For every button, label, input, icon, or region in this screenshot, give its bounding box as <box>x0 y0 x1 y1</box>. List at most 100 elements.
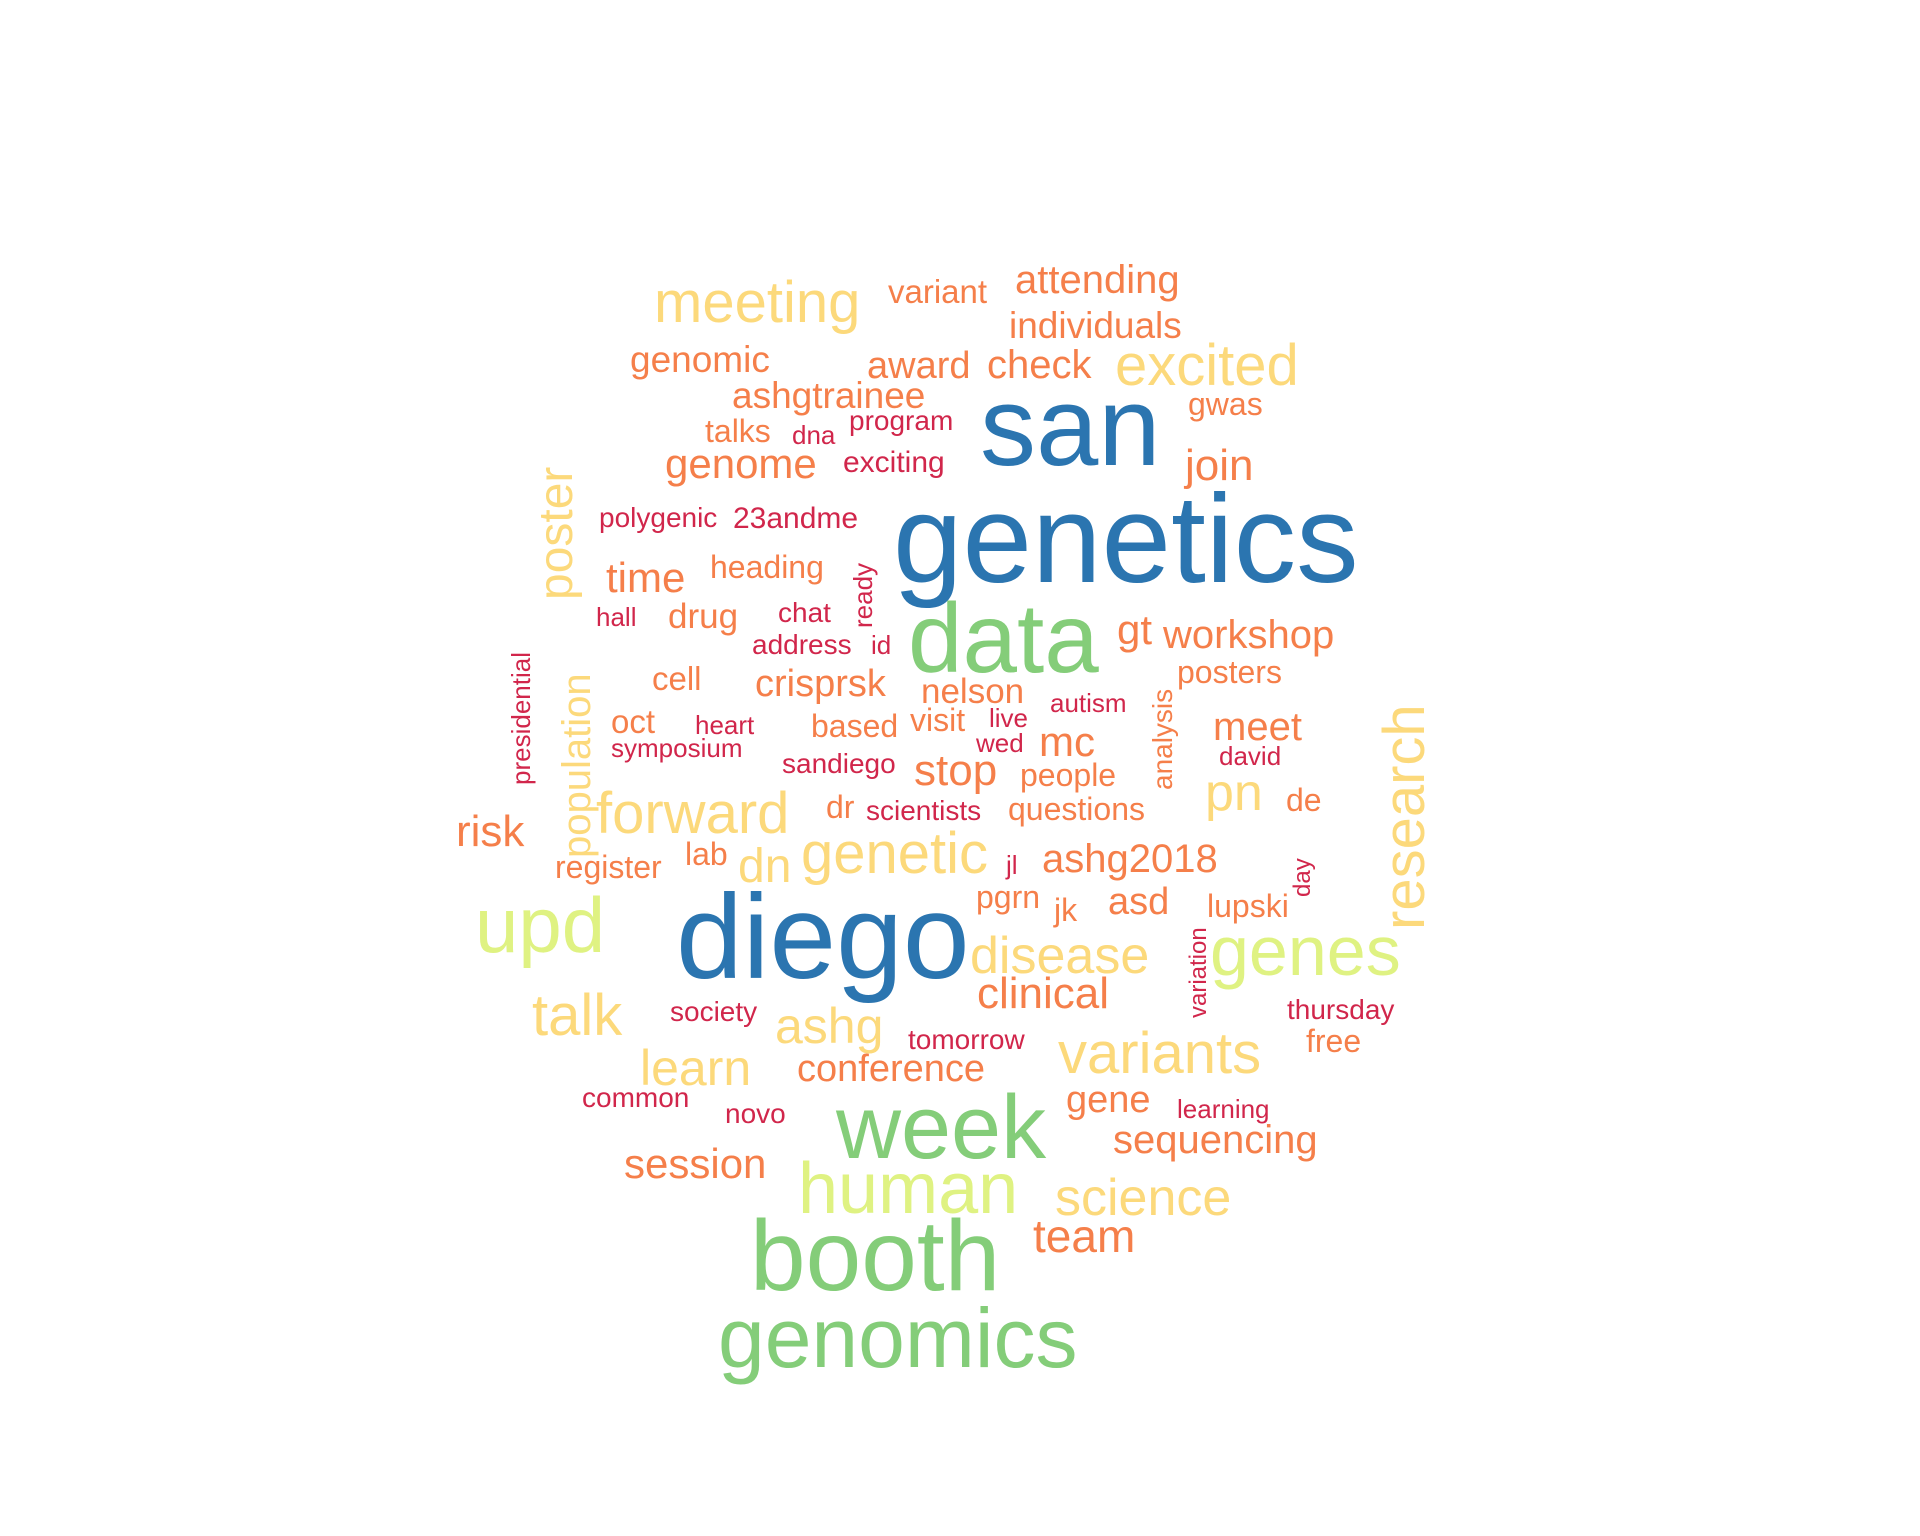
word-genomic: genomic <box>630 339 770 380</box>
word-tomorrow: tomorrow <box>908 1024 1025 1055</box>
word-variation: variation <box>1185 927 1212 1018</box>
word-workshop: workshop <box>1162 613 1334 657</box>
word-common: common <box>582 1082 689 1113</box>
word-gt: gt <box>1117 606 1152 653</box>
word-poster: poster <box>530 467 583 600</box>
word-dr: dr <box>826 789 855 825</box>
word-23andme: 23andme <box>733 502 858 535</box>
word-crisprsk: crisprsk <box>755 663 887 705</box>
word-stop: stop <box>914 746 997 795</box>
word-address: address <box>752 629 852 660</box>
word-science: science <box>1055 1169 1231 1227</box>
word-excited: excited <box>1115 333 1299 398</box>
word-booth: booth <box>750 1200 1000 1312</box>
word-research: research <box>1372 704 1437 930</box>
word-san: san <box>980 364 1161 489</box>
word-exciting: exciting <box>843 446 945 479</box>
word-human: human <box>798 1149 1018 1229</box>
word-gwas: gwas <box>1188 386 1263 422</box>
word-individuals: individuals <box>1009 305 1182 346</box>
word-team: team <box>1033 1210 1135 1262</box>
word-symposium: symposium <box>611 733 742 763</box>
word-dn: dn <box>738 840 791 893</box>
word-ashg2018: ashg2018 <box>1042 837 1218 881</box>
word-genome: genome <box>665 440 817 487</box>
word-risk: risk <box>456 807 525 856</box>
word-ashg: ashg <box>775 998 883 1054</box>
word-genetics: genetics <box>893 470 1359 609</box>
word-variants: variants <box>1058 1021 1261 1086</box>
word-sandiego: sandiego <box>782 748 896 779</box>
word-ashgtrainee: ashgtrainee <box>732 375 925 416</box>
word-data: data <box>908 583 1099 693</box>
word-learn: learn <box>640 1040 751 1096</box>
word-analysis: analysis <box>1147 689 1178 790</box>
word-heading: heading <box>710 549 824 585</box>
word-time: time <box>606 554 685 601</box>
word-asd: asd <box>1108 881 1169 923</box>
word-program: program <box>849 405 953 436</box>
word-lupski: lupski <box>1207 888 1289 924</box>
word-id: id <box>871 630 891 660</box>
word-hall: hall <box>596 602 636 632</box>
word-register: register <box>555 849 662 885</box>
word-live: live <box>989 703 1028 733</box>
word-week: week <box>835 1078 1047 1178</box>
word-posters: posters <box>1177 654 1282 690</box>
word-autism: autism <box>1050 688 1127 718</box>
word-diego: diego <box>676 870 970 1004</box>
word-presidential: presidential <box>506 652 536 785</box>
word-session: session <box>624 1140 766 1187</box>
word-variant: variant <box>888 273 987 310</box>
word-award: award <box>867 345 971 387</box>
word-genes: genes <box>1210 912 1401 990</box>
word-cell: cell <box>652 660 702 697</box>
word-population: population <box>555 673 599 858</box>
word-scientists: scientists <box>866 795 981 826</box>
word-polygenic: polygenic <box>599 502 717 533</box>
word-nelson: nelson <box>921 672 1024 711</box>
word-drug: drug <box>668 597 738 636</box>
word-jk: jk <box>1053 892 1078 928</box>
word-visit: visit <box>910 702 965 738</box>
word-join: join <box>1183 441 1254 490</box>
word-meeting: meeting <box>654 270 860 335</box>
word-genomics: genomics <box>718 1291 1078 1385</box>
word-upd: upd <box>475 881 605 969</box>
word-thursday: thursday <box>1287 994 1394 1025</box>
word-people: people <box>1020 757 1116 793</box>
word-pgrn: pgrn <box>976 879 1040 915</box>
word-dna: dna <box>792 420 836 450</box>
word-day: day <box>1289 858 1316 897</box>
word-chat: chat <box>778 597 831 628</box>
word-jl: jl <box>1005 850 1018 880</box>
word-pn: pn <box>1205 764 1263 822</box>
word-ready: ready <box>848 563 878 628</box>
word-lab: lab <box>685 836 728 872</box>
word-free: free <box>1306 1023 1361 1059</box>
word-oct: oct <box>611 703 655 740</box>
word-based: based <box>811 708 898 744</box>
word-heart: heart <box>695 710 755 740</box>
word-meet: meet <box>1213 705 1302 749</box>
word-sequencing: sequencing <box>1113 1118 1318 1162</box>
word-clinical: clinical <box>977 969 1109 1018</box>
word-society: society <box>670 996 757 1027</box>
word-attending: attending <box>1015 258 1180 302</box>
word-talks: talks <box>705 413 771 449</box>
word-gene: gene <box>1066 1079 1151 1121</box>
word-talk: talk <box>532 983 623 1048</box>
word-genetic: genetic <box>801 821 988 886</box>
word-novo: novo <box>725 1098 786 1129</box>
word-conference: conference <box>797 1048 985 1090</box>
word-check: check <box>987 343 1092 387</box>
word-mc: mc <box>1039 718 1095 765</box>
word-forward: forward <box>596 781 789 846</box>
word-de: de <box>1286 782 1322 818</box>
word-wed: wed <box>975 728 1024 758</box>
word-learning: learning <box>1177 1094 1270 1124</box>
word-david: david <box>1219 741 1281 771</box>
word-questions: questions <box>1008 791 1145 827</box>
word-disease: disease <box>970 927 1149 985</box>
